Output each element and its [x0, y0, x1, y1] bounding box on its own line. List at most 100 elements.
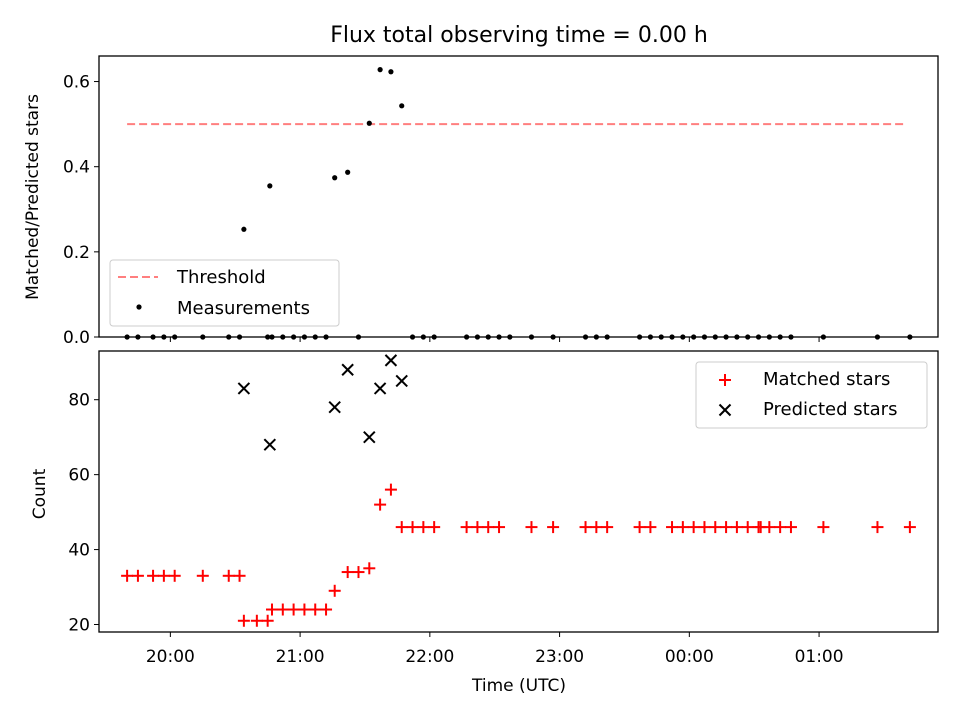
- matched-point: [730, 521, 743, 534]
- x-tick-label: 01:00: [795, 647, 844, 667]
- matched-point: [250, 614, 263, 627]
- x-tick-label: 20:00: [146, 647, 195, 667]
- measurement-point: [267, 183, 273, 189]
- top-legend-box: [109, 259, 340, 327]
- legend-matched-swatch: [719, 374, 731, 386]
- predicted-point: [341, 363, 354, 376]
- matched-point: [493, 521, 506, 534]
- measurement-point: [366, 120, 372, 126]
- matched-point: [309, 603, 322, 616]
- matched-point: [698, 521, 711, 534]
- matched-point: [903, 521, 916, 534]
- matched-point: [406, 521, 419, 534]
- bottom-y-tick-label: 40: [68, 541, 90, 561]
- measurement-point: [241, 226, 247, 232]
- top-panel: 0.0 0.2 0.4 0.6 Matched/Predicted stars Thr…: [23, 55, 939, 348]
- matched-point: [237, 614, 250, 627]
- measurement-point: [345, 169, 351, 175]
- top-legend: Threshold Measurements: [109, 259, 340, 327]
- matched-point: [871, 521, 884, 534]
- matched-point: [320, 603, 333, 616]
- matched-point: [741, 521, 754, 534]
- matched-point: [709, 521, 722, 534]
- predicted-point: [395, 374, 408, 388]
- bottom-panel: 20 40 60 80 20:00 21:00 22:00 23:00 00:00 01:00 C…: [30, 350, 939, 696]
- x-axis-label: Time (UTC): [471, 676, 566, 696]
- matched-point: [676, 521, 689, 534]
- x-tick-label: 23:00: [535, 647, 584, 667]
- matched-point: [121, 569, 134, 582]
- matched-point: [265, 603, 278, 616]
- bottom-y-axis-label: Count: [30, 468, 50, 519]
- matched-point: [287, 603, 300, 616]
- top-y-tick-label: 0.4: [63, 158, 90, 178]
- matched-point: [428, 521, 441, 534]
- top-plot-frame: [98, 55, 939, 338]
- top-y-tick-label: 0.6: [63, 73, 90, 93]
- predicted-point: [328, 400, 341, 414]
- matched-point: [482, 521, 495, 534]
- count-layer: [121, 354, 916, 627]
- matched-point: [720, 521, 733, 534]
- bottom-y-tick-label: 60: [68, 466, 90, 486]
- chart-title: Flux total observing time = 0.00 h: [330, 23, 708, 48]
- predicted-point: [263, 438, 277, 451]
- matched-point: [547, 521, 560, 534]
- measurement-point: [388, 69, 394, 75]
- matched-point: [168, 569, 181, 582]
- matched-point: [222, 569, 235, 582]
- matched-point: [774, 521, 787, 534]
- top-y-axis-label: Matched/Predicted stars: [23, 94, 43, 300]
- matched-point: [460, 521, 473, 534]
- matched-point: [352, 566, 365, 579]
- predicted-point: [384, 354, 398, 367]
- matched-point: [666, 521, 679, 534]
- predicted-point: [373, 382, 387, 395]
- matched-point: [131, 569, 144, 582]
- measurement-point: [377, 67, 383, 73]
- predicted-point: [237, 382, 251, 395]
- legend-threshold-label: Threshold: [176, 267, 266, 288]
- matched-point: [471, 521, 484, 534]
- measurement-layer: [124, 67, 913, 340]
- bottom-y-tick-label: 20: [68, 616, 90, 636]
- matched-point: [261, 614, 274, 627]
- top-y-tick-label: 0.2: [63, 243, 90, 263]
- matched-point: [341, 566, 354, 579]
- legend-measurements-swatch: [136, 304, 142, 310]
- predicted-point: [363, 430, 376, 444]
- matched-point: [147, 569, 160, 582]
- matched-point: [763, 521, 776, 534]
- bottom-plot-frame: [98, 350, 939, 633]
- bottom-legend-box: [695, 361, 928, 429]
- measurement-point: [332, 175, 338, 181]
- matched-point: [298, 603, 311, 616]
- matched-point: [395, 521, 408, 534]
- matched-point: [276, 603, 289, 616]
- legend-measurements-label: Measurements: [177, 298, 310, 319]
- matched-point: [417, 521, 430, 534]
- matched-point: [687, 521, 700, 534]
- bottom-ticks: 20 40 60 80 20:00 21:00 22:00 23:00 00:00 01:00: [68, 391, 843, 667]
- matched-point: [363, 562, 376, 575]
- matched-point: [196, 569, 209, 582]
- x-tick-label: 22:00: [405, 647, 454, 667]
- bottom-y-tick-label: 80: [68, 391, 90, 411]
- legend-matched-label: Matched stars: [763, 369, 890, 390]
- matched-point: [374, 498, 387, 511]
- matched-point: [817, 521, 830, 534]
- matched-point: [384, 483, 397, 496]
- top-ticks: 0.0 0.2 0.4 0.6: [63, 73, 820, 348]
- matched-point: [644, 521, 657, 534]
- matched-point: [328, 584, 341, 597]
- legend-predicted-marker: [718, 403, 732, 417]
- legend-matched-marker: [719, 374, 731, 386]
- matched-point: [579, 521, 592, 534]
- matched-point: [233, 569, 246, 582]
- matched-point: [590, 521, 603, 534]
- matched-point: [157, 569, 170, 582]
- matched-point: [784, 521, 797, 534]
- x-tick-label: 21:00: [276, 647, 325, 667]
- legend-predicted-label: Predicted stars: [763, 399, 897, 420]
